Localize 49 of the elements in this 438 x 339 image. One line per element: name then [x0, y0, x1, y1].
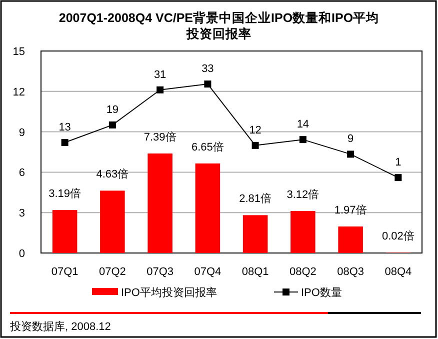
data-label: 3.12倍	[286, 188, 320, 201]
point	[108, 121, 116, 128]
data-label: 4.63倍	[96, 168, 129, 181]
text: 投资数据库, 2008.12	[9, 320, 111, 333]
x-tick-label: 07Q3	[146, 266, 174, 278]
data-label: 19	[106, 104, 119, 116]
data-label: 0.02倍	[382, 230, 414, 243]
x-tick-label: 08Q4	[384, 266, 412, 278]
data-label: 12	[249, 124, 262, 136]
data-label: 1	[395, 156, 402, 169]
point	[156, 86, 164, 94]
bar	[148, 153, 172, 253]
data-label: 6.65倍	[191, 140, 224, 154]
point	[61, 139, 68, 146]
data-label: 31	[154, 68, 166, 81]
data-label: 13	[58, 122, 71, 134]
chart-title: 2007Q1-2008Q4 VC/PE背景中国企业IPO数量和IPO平均投资回报率	[58, 10, 380, 41]
bar	[290, 210, 316, 253]
point	[299, 136, 306, 144]
point	[204, 80, 212, 88]
y-tick-label: 6	[18, 167, 25, 180]
x-tick-label: 08Q3	[337, 266, 364, 278]
bar	[338, 226, 363, 253]
y-tick-label: 9	[18, 126, 25, 139]
data-label: 2.81倍	[239, 192, 272, 206]
legend-label: IPO数量	[301, 287, 342, 299]
x-tick-label: 07Q2	[98, 266, 126, 278]
point	[347, 150, 354, 158]
data-label: 33	[202, 63, 214, 76]
data-label: 3.19倍	[48, 187, 82, 200]
data-label: 14	[296, 118, 310, 131]
y-tick-label: 3	[18, 208, 25, 220]
bar	[242, 215, 268, 253]
bar	[195, 163, 220, 253]
bar	[52, 210, 78, 253]
x-tick-label: 08Q2	[289, 266, 316, 278]
x-tick-label: 07Q4	[194, 266, 222, 278]
data-label: 1.97倍	[334, 203, 367, 216]
data-label: 7.39倍	[144, 130, 176, 144]
bar	[100, 190, 125, 253]
y-tick-label: 15	[12, 46, 25, 58]
point	[394, 174, 402, 182]
data-label: 9	[348, 133, 354, 146]
x-tick-label: 08Q1	[242, 266, 269, 278]
point	[252, 142, 259, 149]
legend-label: IPO平均投资回报率	[121, 286, 217, 299]
x-tick-label: 07Q1	[51, 266, 78, 278]
y-tick-label: 0	[18, 248, 25, 260]
y-tick-label: 12	[12, 86, 25, 98]
